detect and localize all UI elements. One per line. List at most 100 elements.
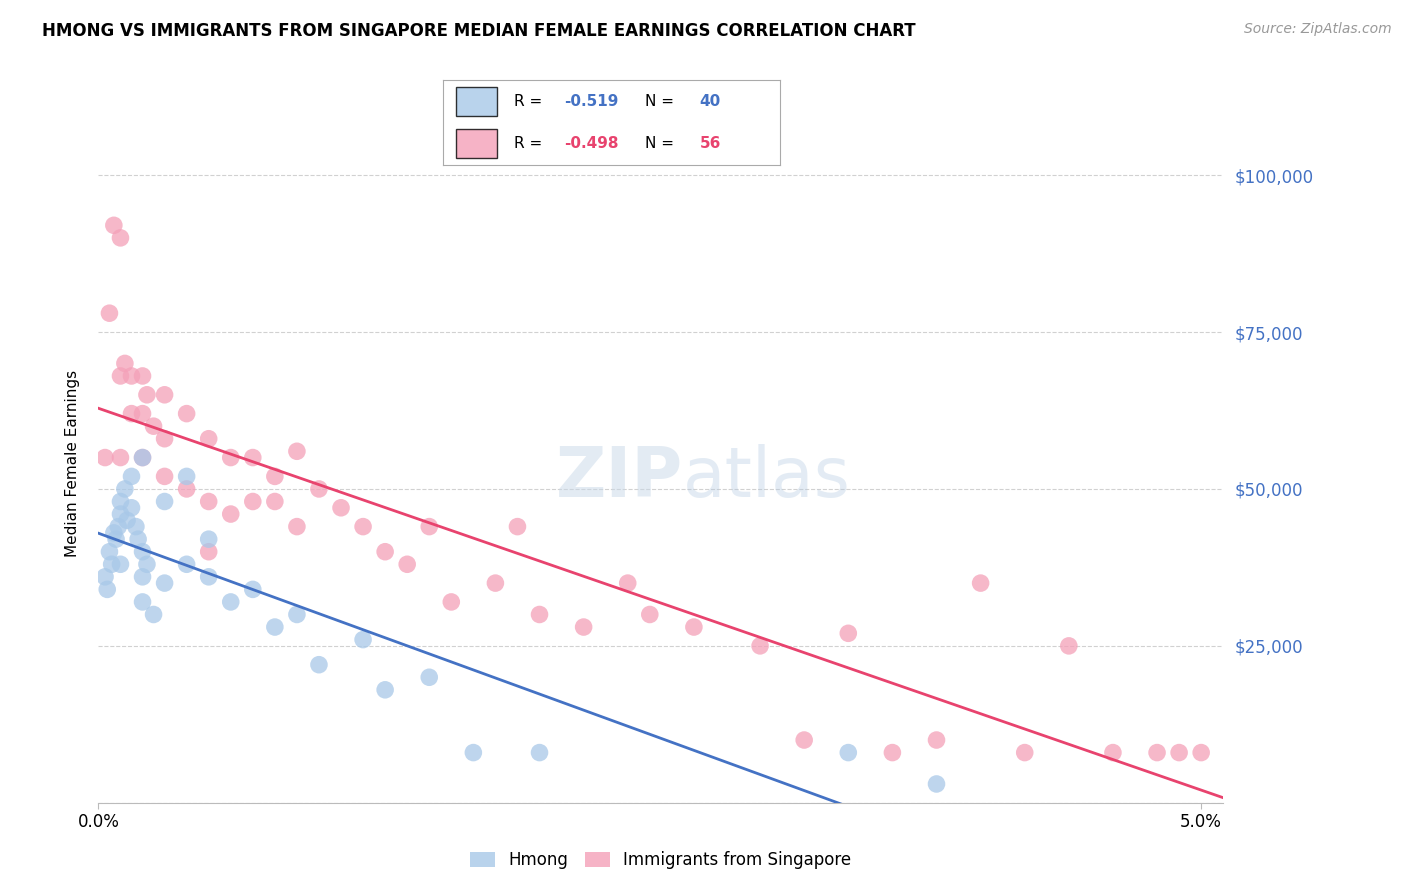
Point bbox=[616, 576, 638, 591]
Point bbox=[330, 500, 353, 515]
Point bbox=[131, 545, 153, 559]
Text: -0.519: -0.519 bbox=[564, 94, 619, 109]
Point bbox=[285, 444, 308, 458]
Text: N =: N = bbox=[645, 136, 679, 152]
Legend: Hmong, Immigrants from Singapore: Hmong, Immigrants from Singapore bbox=[464, 845, 858, 876]
Point bbox=[506, 519, 529, 533]
Point bbox=[1102, 746, 1125, 760]
Point bbox=[219, 595, 242, 609]
Text: N =: N = bbox=[645, 94, 679, 109]
Text: R =: R = bbox=[513, 94, 547, 109]
Point bbox=[131, 450, 153, 465]
Point bbox=[683, 620, 706, 634]
Text: R =: R = bbox=[513, 136, 547, 152]
Point bbox=[197, 532, 219, 546]
Point bbox=[103, 219, 125, 233]
Point bbox=[396, 558, 419, 572]
Point bbox=[153, 494, 176, 508]
Y-axis label: Median Female Earnings: Median Female Earnings bbox=[65, 370, 80, 558]
Point bbox=[484, 576, 506, 591]
Point bbox=[263, 494, 285, 508]
Point bbox=[121, 407, 143, 421]
Point bbox=[125, 519, 148, 533]
Point bbox=[131, 368, 153, 383]
Point bbox=[115, 513, 138, 527]
Point bbox=[242, 582, 264, 597]
Point bbox=[94, 570, 117, 584]
Point bbox=[572, 620, 595, 634]
Point bbox=[219, 450, 242, 465]
Point bbox=[153, 576, 176, 591]
Point bbox=[529, 746, 551, 760]
Point bbox=[1057, 639, 1080, 653]
Point bbox=[131, 407, 153, 421]
Point bbox=[263, 620, 285, 634]
Point bbox=[94, 450, 117, 465]
FancyBboxPatch shape bbox=[457, 87, 496, 116]
Point bbox=[352, 632, 374, 647]
Point bbox=[110, 368, 132, 383]
Point bbox=[285, 519, 308, 533]
Point bbox=[110, 231, 132, 245]
Point bbox=[638, 607, 661, 622]
Point bbox=[103, 525, 125, 540]
Point bbox=[153, 469, 176, 483]
Point bbox=[374, 682, 396, 697]
Text: ZIP: ZIP bbox=[555, 444, 683, 511]
Point bbox=[136, 388, 159, 402]
Point bbox=[1168, 746, 1191, 760]
Point bbox=[1189, 746, 1212, 760]
Point bbox=[96, 582, 118, 597]
Point bbox=[837, 626, 859, 640]
Point bbox=[110, 558, 132, 572]
Point bbox=[136, 558, 159, 572]
Point bbox=[285, 607, 308, 622]
Point bbox=[131, 450, 153, 465]
Point bbox=[98, 545, 121, 559]
Point bbox=[837, 746, 859, 760]
Point bbox=[374, 545, 396, 559]
Point bbox=[127, 532, 149, 546]
Point bbox=[352, 519, 374, 533]
Point bbox=[98, 306, 121, 320]
Point bbox=[263, 469, 285, 483]
Point bbox=[121, 368, 143, 383]
Point bbox=[114, 356, 136, 370]
Point bbox=[176, 469, 198, 483]
Point bbox=[882, 746, 904, 760]
Point bbox=[925, 777, 948, 791]
Point bbox=[176, 407, 198, 421]
Text: HMONG VS IMMIGRANTS FROM SINGAPORE MEDIAN FEMALE EARNINGS CORRELATION CHART: HMONG VS IMMIGRANTS FROM SINGAPORE MEDIA… bbox=[42, 22, 915, 40]
Point bbox=[153, 388, 176, 402]
Text: -0.498: -0.498 bbox=[564, 136, 619, 152]
Text: Source: ZipAtlas.com: Source: ZipAtlas.com bbox=[1244, 22, 1392, 37]
Point bbox=[153, 432, 176, 446]
Point bbox=[176, 558, 198, 572]
Point bbox=[242, 494, 264, 508]
Text: 40: 40 bbox=[699, 94, 721, 109]
Point bbox=[749, 639, 772, 653]
Point bbox=[219, 507, 242, 521]
Point bbox=[110, 507, 132, 521]
Point bbox=[197, 545, 219, 559]
Point bbox=[105, 532, 128, 546]
Point bbox=[100, 558, 122, 572]
Point bbox=[131, 595, 153, 609]
Point bbox=[925, 733, 948, 747]
Point bbox=[142, 419, 165, 434]
Point bbox=[131, 570, 153, 584]
FancyBboxPatch shape bbox=[457, 129, 496, 158]
Point bbox=[114, 482, 136, 496]
Point bbox=[110, 450, 132, 465]
Point bbox=[308, 657, 330, 672]
Point bbox=[110, 494, 132, 508]
Point bbox=[1146, 746, 1168, 760]
Point bbox=[793, 733, 815, 747]
Point bbox=[308, 482, 330, 496]
Point bbox=[142, 607, 165, 622]
Point bbox=[440, 595, 463, 609]
Point bbox=[121, 469, 143, 483]
Point bbox=[1014, 746, 1036, 760]
Point bbox=[969, 576, 991, 591]
Point bbox=[418, 670, 440, 684]
